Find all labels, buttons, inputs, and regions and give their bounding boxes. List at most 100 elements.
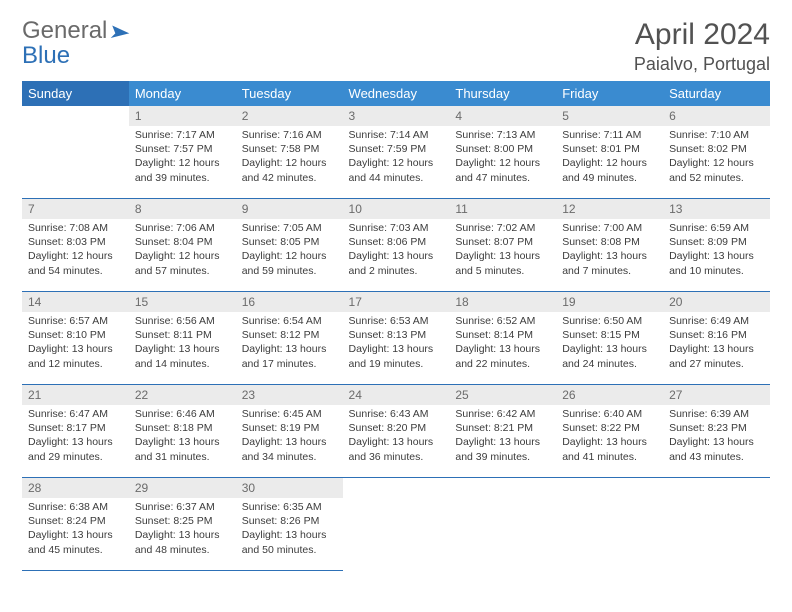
calendar-cell: 5Sunrise: 7:11 AMSunset: 8:01 PMDaylight… <box>556 106 663 199</box>
day-number: 19 <box>556 292 663 312</box>
day-content: Sunrise: 6:45 AMSunset: 8:19 PMDaylight:… <box>236 405 343 468</box>
calendar-cell <box>449 478 556 571</box>
day-number: 14 <box>22 292 129 312</box>
day-content: Sunrise: 6:47 AMSunset: 8:17 PMDaylight:… <box>22 405 129 468</box>
logo: GeneralBlue <box>22 18 131 68</box>
calendar-cell <box>343 478 450 571</box>
day-number: 28 <box>22 478 129 498</box>
calendar-cell: 10Sunrise: 7:03 AMSunset: 8:06 PMDayligh… <box>343 199 450 292</box>
day-content: Sunrise: 7:10 AMSunset: 8:02 PMDaylight:… <box>663 126 770 189</box>
weekday-header: Wednesday <box>343 81 450 106</box>
calendar-cell: 23Sunrise: 6:45 AMSunset: 8:19 PMDayligh… <box>236 385 343 478</box>
calendar-table: SundayMondayTuesdayWednesdayThursdayFrid… <box>22 81 770 571</box>
calendar-cell: 1Sunrise: 7:17 AMSunset: 7:57 PMDaylight… <box>129 106 236 199</box>
day-number: 16 <box>236 292 343 312</box>
day-number: 4 <box>449 106 556 126</box>
calendar-cell: 22Sunrise: 6:46 AMSunset: 8:18 PMDayligh… <box>129 385 236 478</box>
day-number: 12 <box>556 199 663 219</box>
day-content: Sunrise: 7:13 AMSunset: 8:00 PMDaylight:… <box>449 126 556 189</box>
logo-flag-icon <box>109 18 131 43</box>
calendar-cell: 27Sunrise: 6:39 AMSunset: 8:23 PMDayligh… <box>663 385 770 478</box>
day-content: Sunrise: 7:08 AMSunset: 8:03 PMDaylight:… <box>22 219 129 282</box>
calendar-cell: 11Sunrise: 7:02 AMSunset: 8:07 PMDayligh… <box>449 199 556 292</box>
day-number: 1 <box>129 106 236 126</box>
calendar-cell: 29Sunrise: 6:37 AMSunset: 8:25 PMDayligh… <box>129 478 236 571</box>
day-number: 2 <box>236 106 343 126</box>
day-number: 8 <box>129 199 236 219</box>
day-content: Sunrise: 7:17 AMSunset: 7:57 PMDaylight:… <box>129 126 236 189</box>
calendar-cell <box>663 478 770 571</box>
calendar-cell: 16Sunrise: 6:54 AMSunset: 8:12 PMDayligh… <box>236 292 343 385</box>
day-number: 29 <box>129 478 236 498</box>
page: GeneralBlue April 2024 Paialvo, Portugal… <box>0 0 792 589</box>
day-number: 7 <box>22 199 129 219</box>
weekday-header: Monday <box>129 81 236 106</box>
calendar-cell: 12Sunrise: 7:00 AMSunset: 8:08 PMDayligh… <box>556 199 663 292</box>
weekday-header: Thursday <box>449 81 556 106</box>
day-content: Sunrise: 6:38 AMSunset: 8:24 PMDaylight:… <box>22 498 129 561</box>
day-content: Sunrise: 6:53 AMSunset: 8:13 PMDaylight:… <box>343 312 450 375</box>
calendar-cell: 8Sunrise: 7:06 AMSunset: 8:04 PMDaylight… <box>129 199 236 292</box>
day-number: 30 <box>236 478 343 498</box>
day-content: Sunrise: 7:03 AMSunset: 8:06 PMDaylight:… <box>343 219 450 282</box>
calendar-cell: 21Sunrise: 6:47 AMSunset: 8:17 PMDayligh… <box>22 385 129 478</box>
logo-text-blue: Blue <box>22 42 70 69</box>
calendar-cell: 2Sunrise: 7:16 AMSunset: 7:58 PMDaylight… <box>236 106 343 199</box>
day-number: 9 <box>236 199 343 219</box>
day-number: 26 <box>556 385 663 405</box>
calendar-cell: 7Sunrise: 7:08 AMSunset: 8:03 PMDaylight… <box>22 199 129 292</box>
logo-text-general: General <box>22 17 107 44</box>
calendar-cell: 28Sunrise: 6:38 AMSunset: 8:24 PMDayligh… <box>22 478 129 571</box>
day-content: Sunrise: 6:49 AMSunset: 8:16 PMDaylight:… <box>663 312 770 375</box>
day-number: 25 <box>449 385 556 405</box>
title-block: April 2024 Paialvo, Portugal <box>634 18 770 75</box>
day-number: 21 <box>22 385 129 405</box>
calendar-cell <box>22 106 129 199</box>
weekday-header: Tuesday <box>236 81 343 106</box>
day-number: 6 <box>663 106 770 126</box>
calendar-cell: 9Sunrise: 7:05 AMSunset: 8:05 PMDaylight… <box>236 199 343 292</box>
day-number: 22 <box>129 385 236 405</box>
day-content: Sunrise: 6:35 AMSunset: 8:26 PMDaylight:… <box>236 498 343 561</box>
month-title: April 2024 <box>634 18 770 52</box>
calendar-cell: 18Sunrise: 6:52 AMSunset: 8:14 PMDayligh… <box>449 292 556 385</box>
day-number: 18 <box>449 292 556 312</box>
calendar-cell: 26Sunrise: 6:40 AMSunset: 8:22 PMDayligh… <box>556 385 663 478</box>
day-number: 27 <box>663 385 770 405</box>
location: Paialvo, Portugal <box>634 54 770 75</box>
day-content: Sunrise: 7:16 AMSunset: 7:58 PMDaylight:… <box>236 126 343 189</box>
day-number: 20 <box>663 292 770 312</box>
calendar-cell: 17Sunrise: 6:53 AMSunset: 8:13 PMDayligh… <box>343 292 450 385</box>
calendar-cell: 15Sunrise: 6:56 AMSunset: 8:11 PMDayligh… <box>129 292 236 385</box>
day-number: 10 <box>343 199 450 219</box>
calendar-cell: 25Sunrise: 6:42 AMSunset: 8:21 PMDayligh… <box>449 385 556 478</box>
day-content: Sunrise: 6:40 AMSunset: 8:22 PMDaylight:… <box>556 405 663 468</box>
day-content: Sunrise: 6:56 AMSunset: 8:11 PMDaylight:… <box>129 312 236 375</box>
calendar-cell: 20Sunrise: 6:49 AMSunset: 8:16 PMDayligh… <box>663 292 770 385</box>
day-number: 17 <box>343 292 450 312</box>
calendar-cell: 19Sunrise: 6:50 AMSunset: 8:15 PMDayligh… <box>556 292 663 385</box>
calendar-cell: 30Sunrise: 6:35 AMSunset: 8:26 PMDayligh… <box>236 478 343 571</box>
day-content: Sunrise: 7:11 AMSunset: 8:01 PMDaylight:… <box>556 126 663 189</box>
calendar-cell: 24Sunrise: 6:43 AMSunset: 8:20 PMDayligh… <box>343 385 450 478</box>
calendar-cell: 13Sunrise: 6:59 AMSunset: 8:09 PMDayligh… <box>663 199 770 292</box>
calendar-cell <box>556 478 663 571</box>
calendar-cell: 4Sunrise: 7:13 AMSunset: 8:00 PMDaylight… <box>449 106 556 199</box>
day-content: Sunrise: 7:00 AMSunset: 8:08 PMDaylight:… <box>556 219 663 282</box>
weekday-header: Friday <box>556 81 663 106</box>
day-number: 23 <box>236 385 343 405</box>
calendar-cell: 14Sunrise: 6:57 AMSunset: 8:10 PMDayligh… <box>22 292 129 385</box>
calendar-cell: 3Sunrise: 7:14 AMSunset: 7:59 PMDaylight… <box>343 106 450 199</box>
weekday-header: Saturday <box>663 81 770 106</box>
day-content: Sunrise: 6:54 AMSunset: 8:12 PMDaylight:… <box>236 312 343 375</box>
day-number: 5 <box>556 106 663 126</box>
day-number: 15 <box>129 292 236 312</box>
day-number: 13 <box>663 199 770 219</box>
calendar-body: 1Sunrise: 7:17 AMSunset: 7:57 PMDaylight… <box>22 106 770 571</box>
calendar-header-row: SundayMondayTuesdayWednesdayThursdayFrid… <box>22 81 770 106</box>
day-content: Sunrise: 6:52 AMSunset: 8:14 PMDaylight:… <box>449 312 556 375</box>
day-content: Sunrise: 7:14 AMSunset: 7:59 PMDaylight:… <box>343 126 450 189</box>
weekday-header: Sunday <box>22 81 129 106</box>
day-number: 3 <box>343 106 450 126</box>
calendar-cell: 6Sunrise: 7:10 AMSunset: 8:02 PMDaylight… <box>663 106 770 199</box>
